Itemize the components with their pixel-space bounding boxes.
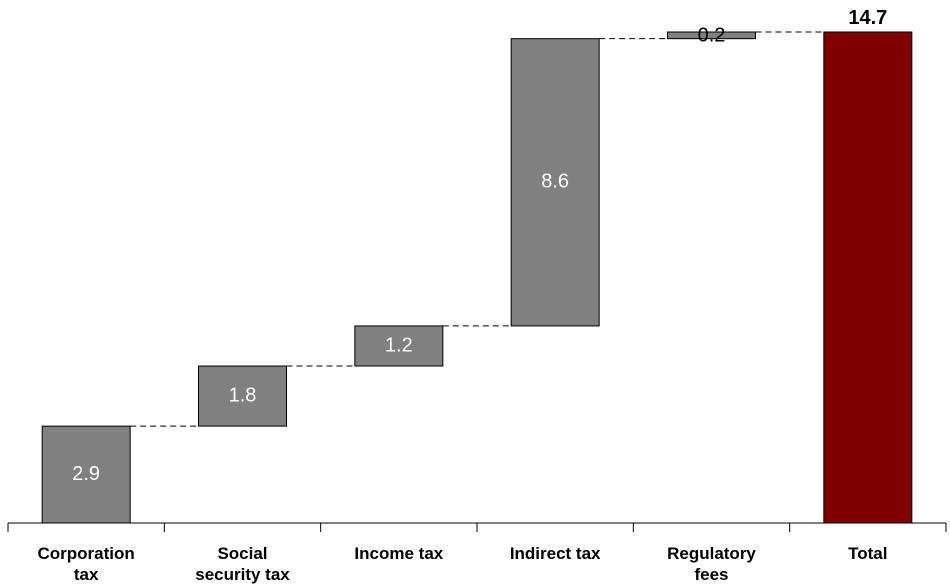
value-label: 8.6: [541, 171, 569, 193]
value-label: 2.9: [72, 463, 100, 485]
category-label: tax: [74, 565, 99, 584]
category-labels: Corporation tax Social security tax Income t…: [38, 544, 888, 584]
category-label: Income tax: [354, 544, 443, 563]
connector-lines: [130, 31, 824, 427]
value-label: 1.8: [229, 384, 257, 406]
bar-1: [198, 365, 287, 427]
value-label: 1.2: [385, 334, 413, 356]
category-label: fees: [694, 565, 728, 584]
bar-3: [510, 38, 600, 327]
bar-4: [667, 31, 756, 40]
category-label: Total: [848, 544, 887, 563]
category-label: Regulatory: [667, 544, 756, 563]
bar-2: [354, 325, 444, 367]
bar-total: [823, 31, 913, 524]
x-axis: [7, 522, 947, 532]
value-label-total: 14.7: [848, 7, 887, 29]
value-label: 0.2: [698, 25, 726, 47]
category-label: Social: [217, 544, 267, 563]
category-label: Corporation: [38, 544, 135, 563]
value-labels: 2.9 1.8 1.2 8.6 0.2 14.7: [72, 7, 887, 485]
bar-0: [41, 425, 131, 524]
bars: [41, 31, 913, 524]
category-label: security tax: [195, 565, 290, 584]
category-label: Indirect tax: [510, 544, 601, 563]
